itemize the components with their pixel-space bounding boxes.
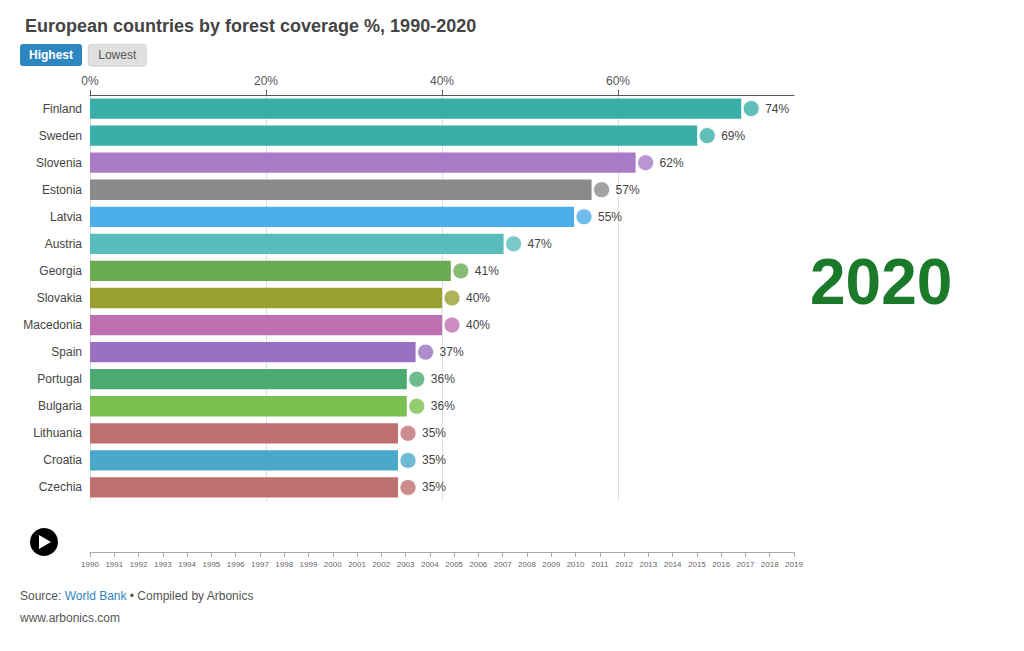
svg-text:Latvia: Latvia xyxy=(50,210,82,224)
svg-text:1990: 1990 xyxy=(81,560,99,569)
svg-text:World Bank: World Bank xyxy=(65,589,128,603)
svg-text:1996: 1996 xyxy=(227,560,245,569)
svg-text:2014: 2014 xyxy=(664,560,682,569)
svg-text:2001: 2001 xyxy=(348,560,366,569)
svg-text:Sweden: Sweden xyxy=(39,129,82,143)
svg-text:2015: 2015 xyxy=(688,560,706,569)
svg-text:2011: 2011 xyxy=(591,560,609,569)
svg-text:2005: 2005 xyxy=(445,560,463,569)
svg-text:36%: 36% xyxy=(431,399,455,413)
svg-text:Spain: Spain xyxy=(51,345,82,359)
svg-text:40%: 40% xyxy=(430,74,454,88)
svg-text:1993: 1993 xyxy=(154,560,172,569)
svg-text:1991: 1991 xyxy=(105,560,123,569)
svg-text:Austria: Austria xyxy=(45,237,83,251)
svg-text:35%: 35% xyxy=(422,453,446,467)
svg-text:69%: 69% xyxy=(721,129,745,143)
svg-text:2003: 2003 xyxy=(397,560,415,569)
svg-text:Czechia: Czechia xyxy=(39,480,83,494)
svg-text:57%: 57% xyxy=(616,183,640,197)
svg-text:47%: 47% xyxy=(528,237,552,251)
svg-text:Highest: Highest xyxy=(29,48,73,62)
svg-text:2020: 2020 xyxy=(810,246,952,318)
svg-text:Slovenia: Slovenia xyxy=(36,156,82,170)
svg-text:37%: 37% xyxy=(440,345,464,359)
svg-text:62%: 62% xyxy=(660,156,684,170)
svg-text:35%: 35% xyxy=(422,480,446,494)
svg-text:2016: 2016 xyxy=(712,560,730,569)
svg-text:Slovakia: Slovakia xyxy=(37,291,83,305)
svg-text:2018: 2018 xyxy=(761,560,779,569)
svg-text:2002: 2002 xyxy=(372,560,390,569)
svg-text:1997: 1997 xyxy=(251,560,269,569)
svg-text:35%: 35% xyxy=(422,426,446,440)
svg-text:Source:: Source: xyxy=(20,589,65,603)
svg-text:European countries by forest c: European countries by forest coverage %,… xyxy=(25,16,476,36)
svg-text:20%: 20% xyxy=(254,74,278,88)
svg-text:0%: 0% xyxy=(81,74,99,88)
svg-text:1999: 1999 xyxy=(300,560,318,569)
svg-text:2010: 2010 xyxy=(567,560,585,569)
svg-text:Georgia: Georgia xyxy=(39,264,82,278)
svg-text:2007: 2007 xyxy=(494,560,512,569)
svg-text:www.arbonics.com: www.arbonics.com xyxy=(19,611,120,625)
svg-text:2009: 2009 xyxy=(542,560,560,569)
svg-text:• Compiled by Arbonics: • Compiled by Arbonics xyxy=(126,589,253,603)
svg-text:40%: 40% xyxy=(466,318,490,332)
svg-text:Bulgaria: Bulgaria xyxy=(38,399,82,413)
svg-text:Estonia: Estonia xyxy=(42,183,82,197)
svg-text:Croatia: Croatia xyxy=(43,453,82,467)
svg-text:40%: 40% xyxy=(466,291,490,305)
svg-text:74%: 74% xyxy=(765,102,789,116)
svg-text:41%: 41% xyxy=(475,264,499,278)
svg-text:Lithuania: Lithuania xyxy=(33,426,82,440)
svg-text:1992: 1992 xyxy=(130,560,148,569)
svg-text:60%: 60% xyxy=(606,74,630,88)
svg-text:1998: 1998 xyxy=(275,560,293,569)
svg-text:55%: 55% xyxy=(598,210,622,224)
svg-text:Macedonia: Macedonia xyxy=(23,318,82,332)
svg-text:2017: 2017 xyxy=(737,560,755,569)
svg-text:2012: 2012 xyxy=(615,560,633,569)
svg-text:2008: 2008 xyxy=(518,560,536,569)
svg-text:Finland: Finland xyxy=(43,102,82,116)
svg-text:1995: 1995 xyxy=(202,560,220,569)
svg-text:Portugal: Portugal xyxy=(37,372,82,386)
svg-text:1994: 1994 xyxy=(178,560,196,569)
svg-text:2000: 2000 xyxy=(324,560,342,569)
svg-text:2004: 2004 xyxy=(421,560,439,569)
svg-text:2019: 2019 xyxy=(785,560,803,569)
svg-text:36%: 36% xyxy=(431,372,455,386)
svg-text:Lowest: Lowest xyxy=(98,48,137,62)
svg-text:2013: 2013 xyxy=(639,560,657,569)
svg-text:2006: 2006 xyxy=(470,560,488,569)
